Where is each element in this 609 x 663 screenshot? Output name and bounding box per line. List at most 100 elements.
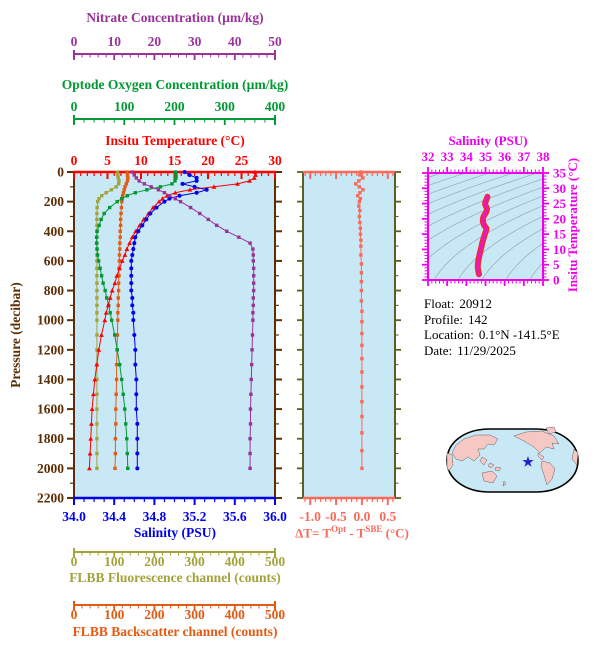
svg-text:10: 10 (553, 242, 566, 257)
svg-text:500: 500 (265, 554, 286, 569)
float-info-line: Date: 11/29/2025 (424, 343, 565, 359)
svg-text:-0.5: -0.5 (325, 509, 347, 524)
salinity-axis-label: Salinity (PSU) (133, 525, 217, 540)
svg-text:0: 0 (71, 153, 78, 168)
nitrate-profile-curve (130, 170, 256, 471)
svg-text:34: 34 (460, 149, 474, 164)
svg-text:2200: 2200 (37, 491, 64, 506)
svg-text:35: 35 (553, 166, 567, 181)
svg-text:20: 20 (201, 153, 215, 168)
profile-label: Profile: (424, 311, 463, 327)
oxygen-scale-bar: 0 100 200 300 400 (71, 99, 286, 125)
delta-label-suffix: (°C) (382, 525, 409, 541)
flbb-backscatter-axis-title: FLBB Backscatter channel (counts) (72, 624, 278, 639)
svg-text:200: 200 (164, 99, 185, 114)
backscatter-scale-bar: 0 100 200 300 400 500 (71, 601, 286, 622)
svg-text:10: 10 (107, 34, 121, 49)
svg-text:800: 800 (44, 283, 65, 298)
svg-text:100: 100 (104, 554, 125, 569)
svg-text:0: 0 (71, 34, 78, 49)
svg-text:0: 0 (71, 99, 78, 114)
float-info-line: Profile: 142 (424, 312, 565, 328)
svg-text:0: 0 (71, 554, 78, 569)
svg-text:300: 300 (215, 99, 236, 114)
svg-text:600: 600 (44, 253, 65, 268)
date-label: Date: (424, 342, 453, 358)
float-location-star-icon (522, 456, 534, 467)
nitrate-axis-title: Nitrate Concentration (µm/kg) (86, 10, 264, 25)
main-profile-plot: 0200400600800100012001400160018002000220… (37, 153, 287, 524)
date-value: 11/29/2025 (457, 342, 516, 358)
float-info: Float: 20912 Profile: 142 Location: 0.1°N -… (424, 296, 565, 358)
svg-text:500: 500 (265, 607, 286, 622)
temperature-axis-title: Insitu Temperature (°C) (105, 133, 245, 148)
svg-text:15: 15 (168, 153, 182, 168)
svg-text:10: 10 (134, 153, 148, 168)
svg-text:40: 40 (228, 34, 242, 49)
svg-text:37: 37 (517, 149, 531, 164)
svg-text:25: 25 (553, 196, 567, 211)
svg-text:1600: 1600 (37, 402, 64, 417)
svg-text:20: 20 (148, 34, 162, 49)
delta-label-mid: - T (346, 525, 366, 541)
svg-text:200: 200 (144, 554, 165, 569)
svg-text:34.8: 34.8 (143, 509, 167, 524)
svg-text:100: 100 (114, 99, 135, 114)
svg-text:400: 400 (225, 607, 246, 622)
fluorescence-scale-bar: 0 100 200 300 400 500 (71, 548, 286, 569)
svg-text:35: 35 (479, 149, 493, 164)
svg-text:33: 33 (441, 149, 455, 164)
float-info-line: Float: 20912 (424, 296, 565, 312)
svg-text:0.5: 0.5 (379, 509, 396, 524)
svg-text:0: 0 (553, 273, 560, 288)
nitrate-scale-bar: 0 10 20 30 40 50 (71, 34, 282, 60)
map-landmasses (446, 426, 579, 487)
location-value: 0.1°N -141.5°E (478, 327, 560, 342)
float-value: 20912 (459, 296, 492, 311)
svg-text:36: 36 (498, 149, 512, 164)
delta-label-sup-sbe: SBE (365, 524, 383, 534)
svg-text:30: 30 (268, 153, 282, 168)
svg-text:5: 5 (553, 257, 560, 272)
svg-text:0.0: 0.0 (353, 509, 370, 524)
svg-text:35.6: 35.6 (223, 509, 247, 524)
svg-text:38: 38 (537, 149, 551, 164)
svg-text:400: 400 (225, 554, 246, 569)
pressure-axis-label: Pressure (decibar) (8, 282, 23, 388)
svg-text:100: 100 (104, 607, 125, 622)
svg-text:1200: 1200 (37, 342, 64, 357)
float-info-line: Location: 0.1°N -141.5°E (424, 327, 565, 343)
delta-label-prefix: ΔT= T (295, 525, 332, 541)
delta-t-axis-label: ΔT= TOpt - TSBE (°C) (282, 524, 422, 541)
oxygen-axis-title: Optode Oxygen Concentration (µm/kg) (61, 77, 289, 92)
svg-text:300: 300 (184, 607, 205, 622)
backscatter-profile-curve (113, 170, 130, 471)
svg-text:0: 0 (57, 165, 64, 180)
oxygen-profile-curve (94, 170, 178, 471)
delta-label-sup-opt: Opt (331, 524, 347, 534)
salinity-bottom-axis: 34.0 34.4 34.8 35.2 35.6 36.0 (62, 496, 287, 524)
svg-text:1400: 1400 (37, 372, 64, 387)
svg-text:400: 400 (44, 224, 65, 239)
svg-text:400: 400 (265, 99, 286, 114)
profile-value: 142 (468, 311, 488, 327)
svg-text:-1.0: -1.0 (300, 509, 322, 524)
world-map (446, 426, 579, 493)
salinity-profile-curve (129, 170, 209, 471)
svg-text:25: 25 (235, 153, 249, 168)
svg-text:50: 50 (268, 34, 282, 49)
float-label: Float: (424, 296, 455, 311)
flbb-fluorescence-axis-title: FLBB Fluorescence channel (counts) (69, 570, 281, 585)
svg-text:32: 32 (422, 149, 435, 164)
svg-text:5: 5 (104, 153, 111, 168)
svg-text:0: 0 (71, 607, 78, 622)
svg-text:1000: 1000 (37, 313, 64, 328)
ts-temperature-axis-label: Insitu Temperature (°C) (565, 157, 580, 293)
svg-text:300: 300 (184, 554, 205, 569)
svg-text:34.4: 34.4 (102, 509, 126, 524)
location-label: Location: (424, 327, 474, 342)
delta-t-plot: -1.0 -0.5 0.0 0.5 (297, 170, 401, 524)
